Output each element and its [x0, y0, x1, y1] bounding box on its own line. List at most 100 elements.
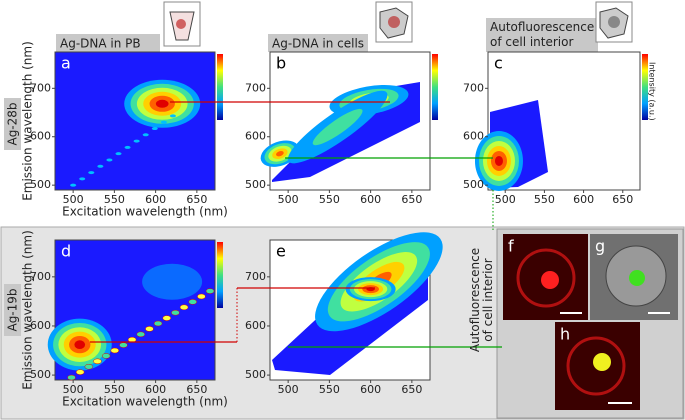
contour — [74, 340, 86, 349]
icon-dot — [176, 19, 186, 29]
contour — [93, 358, 102, 365]
contour — [142, 133, 149, 137]
x-tick-label: 650 — [186, 383, 207, 396]
contour — [106, 158, 113, 162]
row-box — [4, 98, 21, 150]
contour — [142, 263, 203, 300]
panel-letter: e — [276, 242, 286, 261]
y-tick-label: 600 — [463, 130, 484, 143]
contour — [276, 151, 284, 157]
colorbar — [432, 54, 438, 120]
y-tick-label: 500 — [245, 368, 266, 381]
contour — [84, 363, 94, 370]
contour — [160, 120, 167, 124]
cell-outline — [566, 336, 626, 396]
y-tick-label: 600 — [245, 130, 266, 143]
x-tick-label: 500 — [63, 193, 84, 206]
icon-dot — [388, 16, 400, 28]
x-tick-label: 550 — [534, 193, 555, 206]
contour — [88, 171, 95, 175]
x-tick-label: 500 — [495, 193, 516, 206]
x-tick-label: 600 — [360, 193, 381, 206]
colorbar — [217, 54, 223, 120]
x-tick-label: 500 — [278, 193, 299, 206]
plot-area — [54, 51, 216, 191]
contour — [312, 108, 363, 146]
contour — [188, 299, 197, 305]
x-tick-label: 600 — [145, 383, 166, 396]
y-tick-label: 700 — [30, 270, 51, 283]
y-axis-label: Emission wavelength (nm) — [21, 230, 35, 390]
x-tick-label: 650 — [401, 383, 422, 396]
icon-dot — [608, 16, 620, 28]
panel-letter: a — [61, 54, 71, 73]
header-box — [486, 18, 598, 52]
y-tick-label: 600 — [30, 130, 51, 143]
column-header: Autofluorescence of cell interior — [490, 20, 594, 49]
x-tick-label: 550 — [104, 383, 125, 396]
column-header: Ag-DNA in PB — [60, 37, 141, 51]
contour — [153, 320, 163, 327]
x-tick-label: 650 — [401, 193, 422, 206]
x-tick-label: 650 — [612, 193, 633, 206]
contour — [101, 353, 111, 359]
y-tick-label: 700 — [30, 81, 51, 94]
y-tick-label: 600 — [30, 319, 51, 332]
y-tick-label: 700 — [245, 270, 266, 283]
x-tick-label: 600 — [573, 193, 594, 206]
x-tick-label: 600 — [360, 383, 381, 396]
colorbar — [217, 242, 223, 308]
contour — [115, 152, 122, 156]
panel-letter: c — [494, 54, 503, 73]
contour — [79, 177, 86, 181]
contour — [162, 315, 172, 321]
contour — [136, 331, 146, 338]
y-tick-label: 700 — [245, 81, 266, 94]
contour — [197, 293, 206, 300]
x-tick-label: 550 — [319, 383, 340, 396]
x-tick-label: 500 — [63, 383, 84, 396]
contour — [133, 139, 140, 143]
x-tick-label: 650 — [186, 193, 207, 206]
column-header: Ag-DNA in cells — [272, 37, 364, 51]
y-tick-label: 500 — [245, 178, 266, 191]
contour — [119, 342, 128, 348]
contour — [179, 304, 189, 311]
x-axis-label: Excitation wavelength (nm) — [62, 205, 228, 219]
contour — [110, 347, 120, 354]
y-axis-label: Emission wavelength (nm) — [21, 41, 35, 201]
header-box — [268, 34, 368, 52]
row-label: Ag-19b — [6, 288, 20, 331]
side-label: Autofluorescenceof cell interior — [468, 248, 495, 352]
contour — [169, 114, 176, 118]
y-tick-label: 500 — [463, 178, 484, 191]
nucleus — [629, 270, 645, 286]
x-tick-label: 500 — [278, 383, 299, 396]
y-tick-label: 500 — [30, 178, 51, 191]
panel-letter: f — [508, 237, 514, 256]
x-tick-label: 600 — [145, 193, 166, 206]
colorbar — [642, 54, 648, 120]
contour — [155, 99, 169, 108]
nucleus — [593, 353, 611, 371]
x-tick-label: 550 — [104, 193, 125, 206]
header-box — [56, 34, 160, 52]
nucleus — [541, 271, 559, 289]
y-tick-label: 600 — [245, 319, 266, 332]
contour — [124, 145, 131, 149]
y-tick-label: 500 — [30, 368, 51, 381]
cell-outline — [516, 248, 576, 308]
row-label: Ag-28b — [6, 102, 20, 145]
contour — [151, 127, 158, 131]
x-tick-label: 550 — [319, 193, 340, 206]
contour — [97, 164, 104, 168]
panel-letter: h — [560, 325, 570, 344]
row-box — [4, 284, 21, 336]
y-tick-label: 700 — [463, 81, 484, 94]
contour — [494, 155, 503, 166]
panel-letter: b — [276, 54, 286, 73]
colorbar-label: Intensity (a.u.) — [648, 62, 657, 121]
contour — [70, 183, 77, 187]
contour — [75, 369, 85, 375]
